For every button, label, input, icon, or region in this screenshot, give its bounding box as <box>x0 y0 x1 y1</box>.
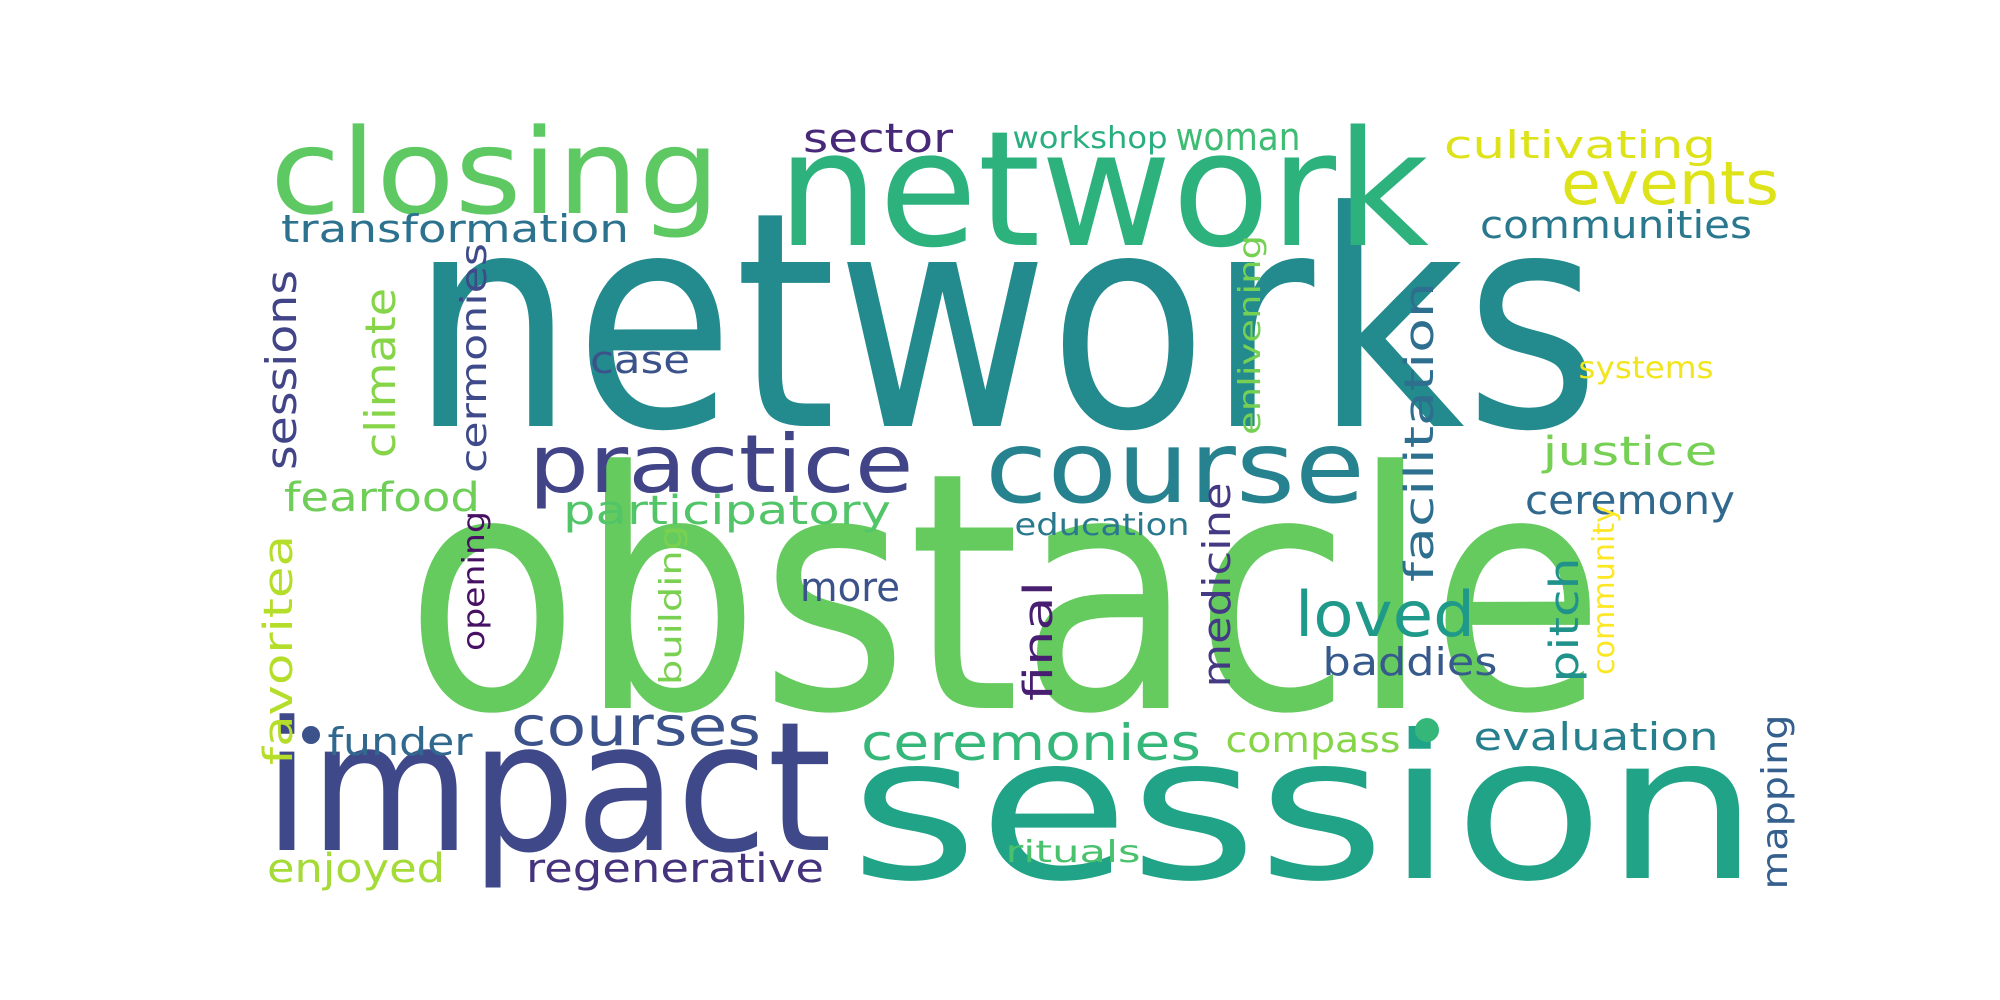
word-courses: courses <box>511 695 761 758</box>
word-justice: justice <box>1541 429 1717 475</box>
word-transformation: transformation <box>281 207 629 251</box>
word-favoritea: favoritea <box>256 535 302 765</box>
word-cultivating: cultivating <box>1444 123 1716 167</box>
word-ceremony: ceremony <box>1525 478 1735 524</box>
word-systems: systems <box>1579 351 1714 386</box>
word-course: course <box>985 409 1365 526</box>
word-sector: sector <box>803 116 954 162</box>
word-medicine: medicine <box>1195 483 1239 688</box>
word-more: more <box>800 565 900 611</box>
word-session: session <box>850 693 1760 926</box>
word-loved: loved <box>1295 578 1475 651</box>
word-rituals: rituals <box>1006 835 1141 870</box>
word-opening: opening <box>457 511 492 651</box>
word-networks: networks <box>410 148 1600 497</box>
dot-mark <box>302 726 320 744</box>
word-case: case <box>590 338 690 382</box>
word-impact: impact <box>264 684 832 893</box>
word-workshop: workshop <box>1013 121 1168 156</box>
word-mapping: mapping <box>1755 715 1796 890</box>
word-cermonies: cermonies <box>454 243 495 473</box>
word-final: final <box>1016 581 1062 701</box>
word-events: events <box>1561 149 1779 219</box>
word-participatory: participatory <box>563 488 891 534</box>
word-practice: practice <box>529 418 914 511</box>
word-enlivening: enlivening <box>1233 235 1268 435</box>
word-funder: funder <box>328 720 473 764</box>
word-building: building <box>654 525 689 685</box>
word-pitch: pitch <box>1542 558 1588 683</box>
word-compass: compass <box>1226 720 1401 761</box>
word-baddies: baddies <box>1323 640 1498 684</box>
word-communities: communities <box>1480 203 1752 247</box>
word-climate: climate <box>356 288 405 458</box>
word-enjoyed: enjoyed <box>267 846 445 892</box>
word-ceremonies: ceremonies <box>861 714 1201 772</box>
word-woman: woman <box>1176 115 1301 159</box>
word-community: community <box>1587 505 1622 675</box>
word-regenerative: regenerative <box>526 846 824 892</box>
word-fearfood: fearfood <box>284 475 480 521</box>
word-obstacle: obstacle <box>405 402 1605 786</box>
word-closing: closing <box>270 103 720 241</box>
dot-mark <box>1415 718 1439 742</box>
word-sessions: sessions <box>257 270 306 470</box>
word-evaluation: evaluation <box>1474 715 1719 759</box>
word-network: network <box>777 96 1429 283</box>
word-education: education <box>1015 508 1190 543</box>
word-facilitation: facilitation <box>1397 282 1443 582</box>
